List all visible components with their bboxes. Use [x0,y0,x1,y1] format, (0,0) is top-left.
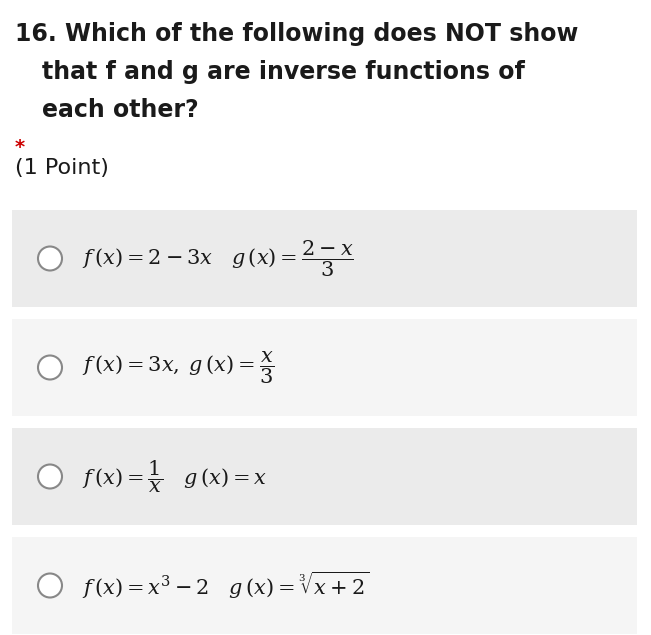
Text: $f\,(x) = 3x,\; g\,(x) = \dfrac{x}{3}$: $f\,(x) = 3x,\; g\,(x) = \dfrac{x}{3}$ [82,349,274,385]
Text: that f and g are inverse functions of: that f and g are inverse functions of [42,60,525,84]
Circle shape [38,246,62,271]
FancyBboxPatch shape [12,319,637,416]
Text: (1 Point): (1 Point) [15,158,109,178]
FancyBboxPatch shape [12,428,637,525]
Text: each other?: each other? [42,98,199,122]
Circle shape [38,464,62,488]
Circle shape [38,356,62,380]
FancyBboxPatch shape [12,537,637,634]
Text: 16. Which of the following does NOT show: 16. Which of the following does NOT show [15,22,578,46]
Circle shape [38,573,62,598]
Text: $f\,(x) = 2 - 3x \quad g\,(x) = \dfrac{2-x}{3}$: $f\,(x) = 2 - 3x \quad g\,(x) = \dfrac{2… [82,238,354,279]
Text: $f\,(x) = x^3 - 2 \quad g\,(x) = \sqrt[3]{x + 2}$: $f\,(x) = x^3 - 2 \quad g\,(x) = \sqrt[3… [82,570,369,601]
Text: *: * [15,138,25,157]
Text: $f\,(x) = \dfrac{1}{x} \quad g\,(x) = x$: $f\,(x) = \dfrac{1}{x} \quad g\,(x) = x$ [82,458,267,495]
FancyBboxPatch shape [12,210,637,307]
